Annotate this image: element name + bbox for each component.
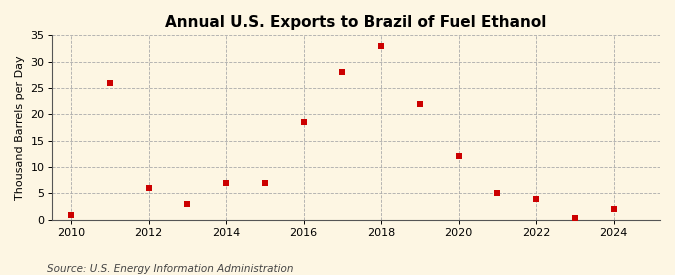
Point xyxy=(182,202,192,206)
Point xyxy=(531,196,541,201)
Point xyxy=(492,191,503,196)
Point xyxy=(375,44,386,48)
Point xyxy=(337,70,348,75)
Point xyxy=(453,154,464,159)
Point xyxy=(259,181,270,185)
Point xyxy=(569,216,580,220)
Point xyxy=(414,101,425,106)
Point xyxy=(221,181,232,185)
Title: Annual U.S. Exports to Brazil of Fuel Ethanol: Annual U.S. Exports to Brazil of Fuel Et… xyxy=(165,15,547,30)
Point xyxy=(105,81,115,85)
Point xyxy=(65,213,76,218)
Point xyxy=(608,207,619,211)
Point xyxy=(143,186,154,190)
Text: Source: U.S. Energy Information Administration: Source: U.S. Energy Information Administ… xyxy=(47,264,294,274)
Y-axis label: Thousand Barrels per Day: Thousand Barrels per Day xyxy=(15,55,25,200)
Point xyxy=(298,120,309,124)
